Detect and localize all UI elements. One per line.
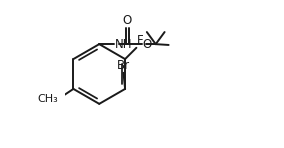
Text: F: F: [137, 34, 144, 47]
Text: NH: NH: [114, 38, 132, 52]
Text: O: O: [123, 14, 132, 27]
Text: O: O: [143, 38, 152, 51]
Text: Br: Br: [117, 59, 130, 72]
Text: CH₃: CH₃: [37, 94, 58, 104]
